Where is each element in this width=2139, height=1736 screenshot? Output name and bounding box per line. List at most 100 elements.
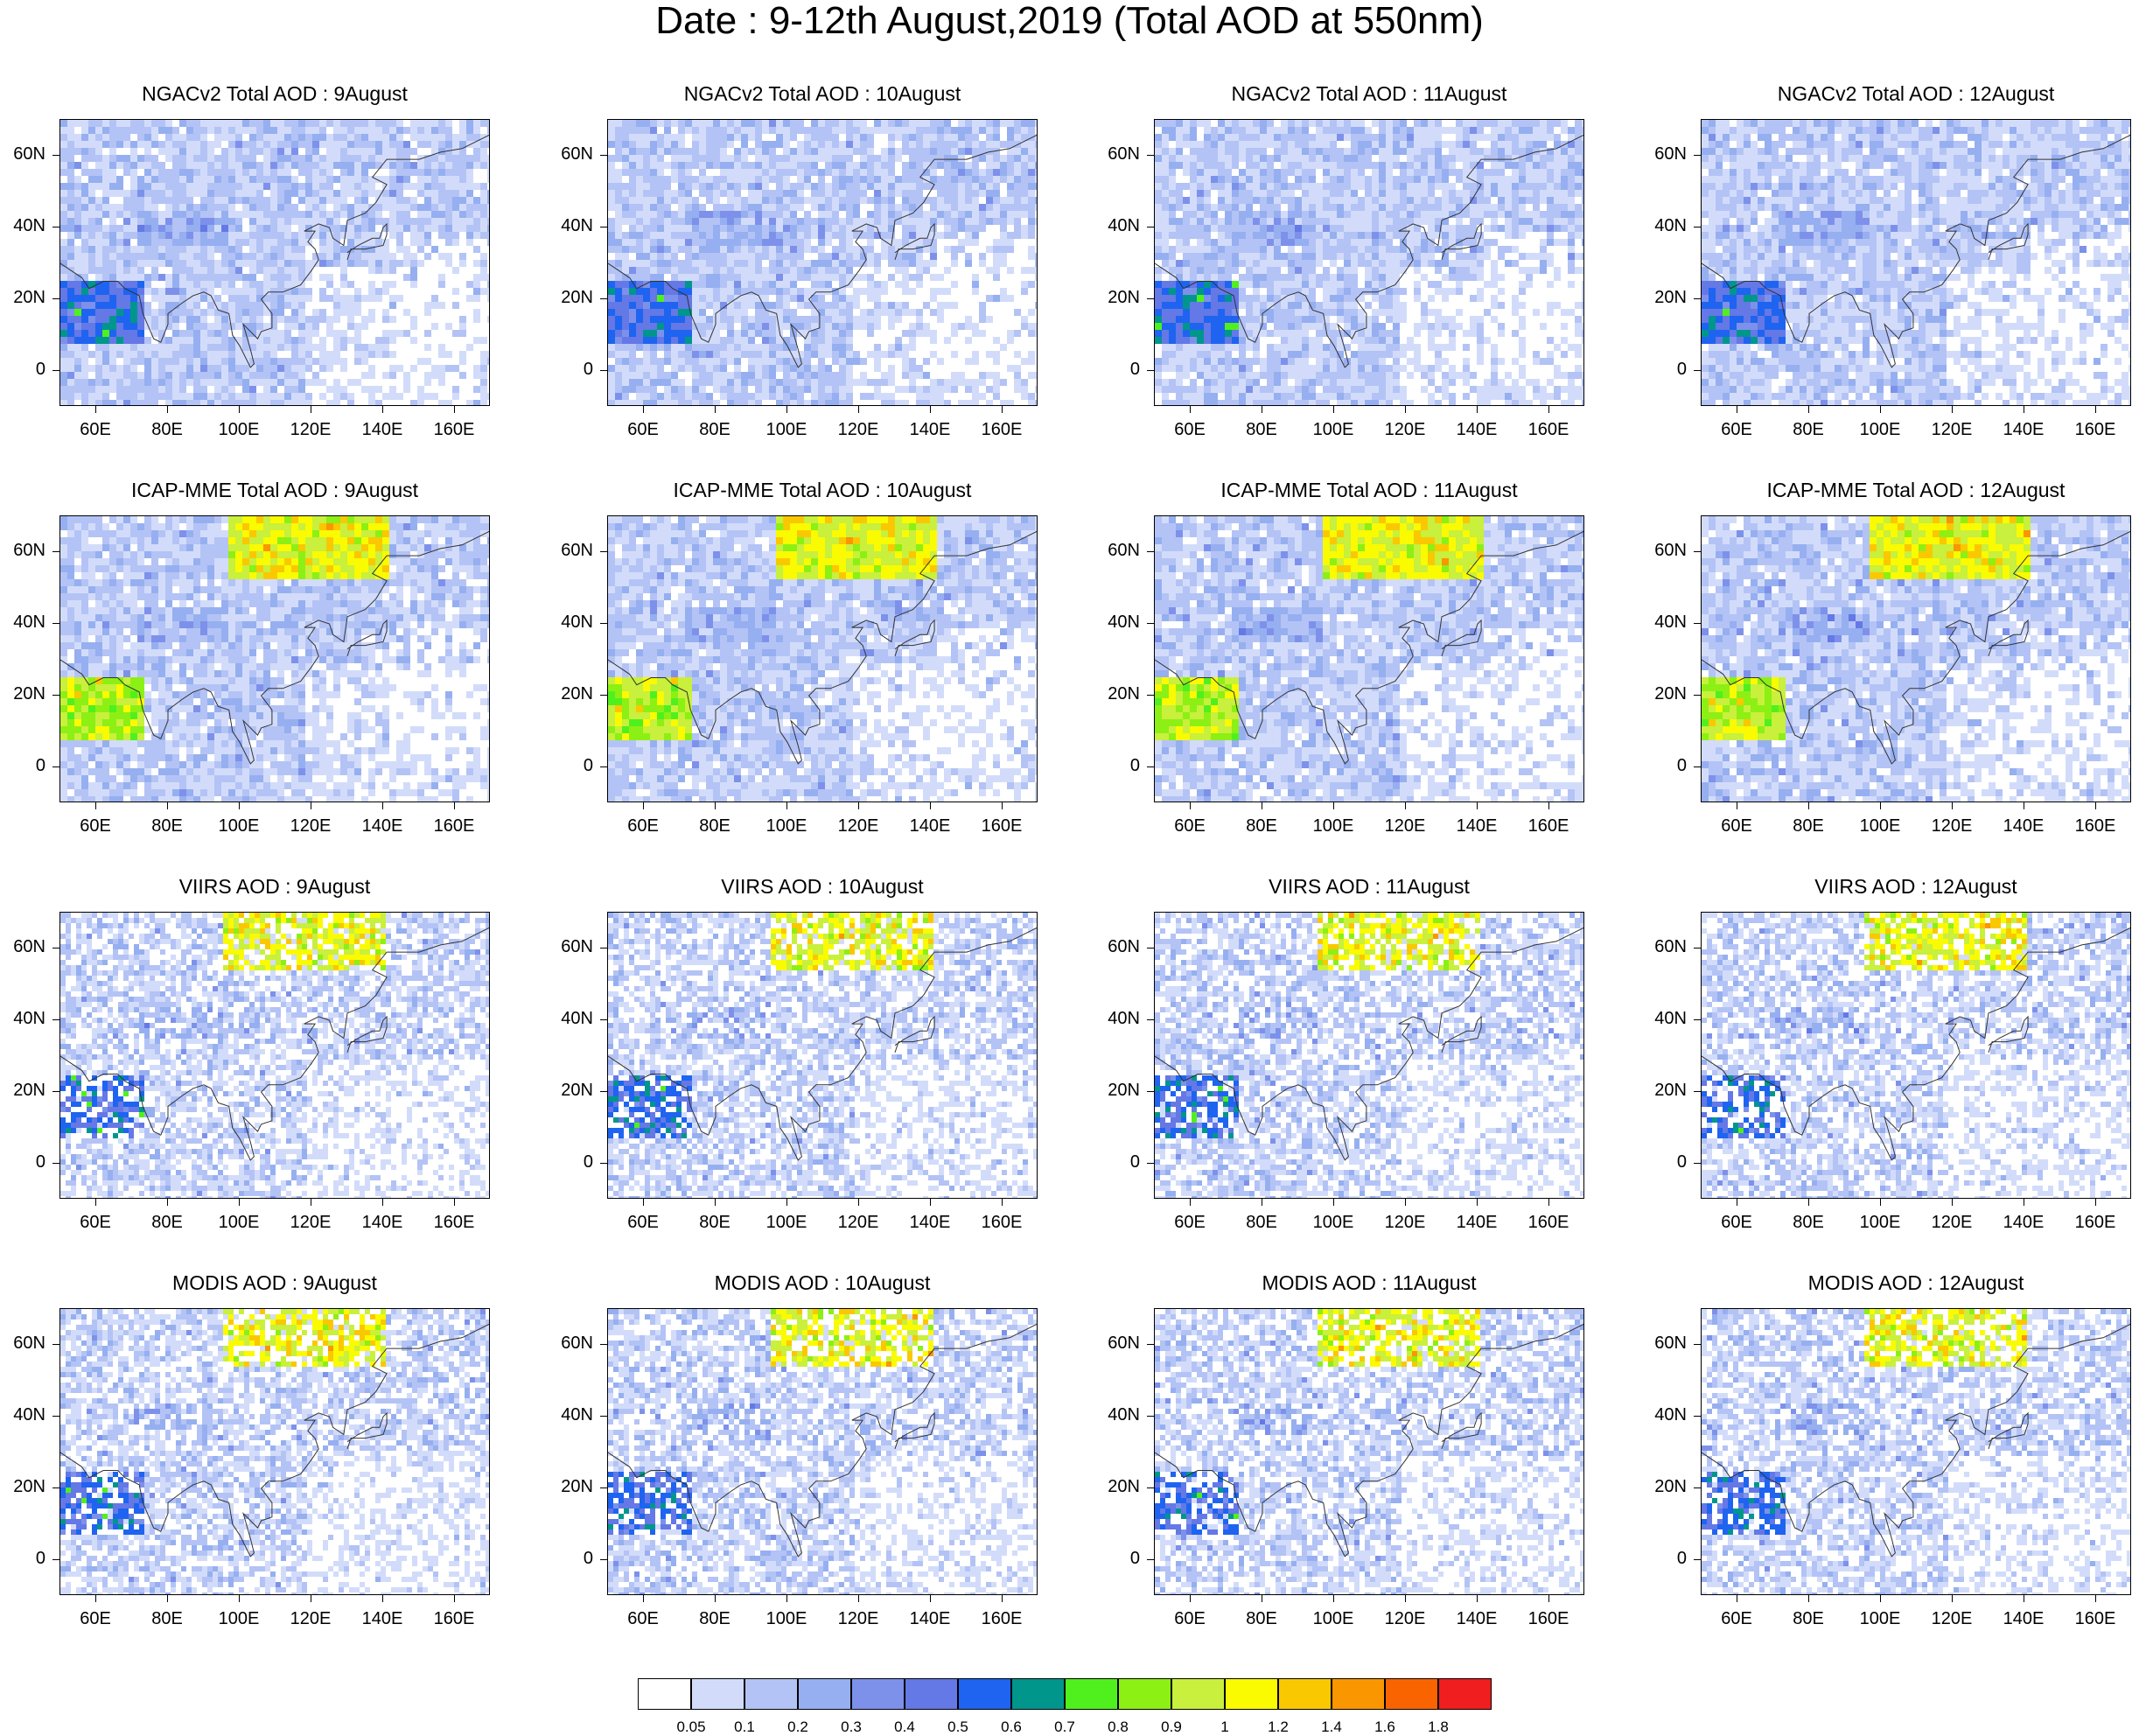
- longitude-label: 100E: [1849, 420, 1911, 440]
- longitude-label: 60E: [1706, 816, 1767, 836]
- longitude-label: 140E: [1993, 816, 2054, 836]
- longitude-tick: [715, 802, 716, 809]
- longitude-tick: [1002, 1595, 1003, 1602]
- longitude-label: 80E: [1231, 1609, 1292, 1629]
- longitude-label: 160E: [423, 1609, 485, 1629]
- longitude-tick: [1548, 1199, 1549, 1206]
- map-panel: [607, 1308, 1038, 1595]
- latitude-tick: [600, 623, 607, 624]
- panel-title: ICAP-MME Total AOD : 10August: [577, 479, 1067, 502]
- longitude-label: 60E: [612, 420, 674, 440]
- latitude-tick: [1694, 1559, 1701, 1560]
- latitude-tick: [52, 551, 59, 552]
- latitude-label: 0: [549, 1152, 593, 1172]
- longitude-label: 120E: [280, 1213, 341, 1233]
- longitude-tick: [858, 1595, 859, 1602]
- longitude-tick: [454, 406, 455, 413]
- latitude-tick: [600, 370, 607, 371]
- colorbar-swatch: [691, 1678, 744, 1710]
- latitude-tick: [1694, 1019, 1701, 1020]
- longitude-tick: [2095, 802, 2096, 809]
- latitude-label: 60N: [2, 937, 45, 957]
- longitude-label: 160E: [971, 1213, 1032, 1233]
- longitude-tick: [1952, 1595, 1953, 1602]
- longitude-label: 80E: [136, 420, 198, 440]
- longitude-label: 160E: [971, 816, 1032, 836]
- colorbar-swatch: [1118, 1678, 1171, 1710]
- longitude-tick: [858, 1199, 859, 1206]
- longitude-tick: [2095, 1199, 2096, 1206]
- longitude-label: 140E: [899, 1213, 961, 1233]
- colorbar-swatch: [1011, 1678, 1065, 1710]
- panel-title: VIIRS AOD : 9August: [30, 875, 520, 899]
- latitude-label: 0: [549, 360, 593, 380]
- latitude-tick: [600, 1019, 607, 1020]
- longitude-label: 80E: [684, 1213, 745, 1233]
- map-panel: [59, 912, 490, 1199]
- latitude-label: 60N: [1096, 1334, 1140, 1354]
- latitude-tick: [52, 695, 59, 696]
- latitude-tick: [1147, 551, 1154, 552]
- longitude-tick: [1808, 406, 1809, 413]
- latitude-label: 40N: [1643, 1009, 1687, 1029]
- latitude-label: 60N: [549, 144, 593, 164]
- map-panel: [1701, 1308, 2131, 1595]
- longitude-label: 80E: [1778, 1213, 1839, 1233]
- panel-title: NGACv2 Total AOD : 10August: [577, 82, 1067, 106]
- panel-title: MODIS AOD : 11August: [1124, 1271, 1614, 1295]
- longitude-label: 60E: [1159, 1609, 1220, 1629]
- aod-field: [60, 1309, 490, 1595]
- latitude-label: 60N: [549, 1334, 593, 1354]
- longitude-tick: [1952, 1199, 1953, 1206]
- latitude-label: 60N: [2, 541, 45, 561]
- figure-title: Date : 9-12th August,2019 (Total AOD at …: [0, 0, 2139, 42]
- longitude-label: 160E: [1518, 1213, 1579, 1233]
- longitude-tick: [95, 1595, 96, 1602]
- longitude-tick: [1002, 802, 1003, 809]
- latitude-label: 40N: [2, 1405, 45, 1425]
- longitude-tick: [1952, 406, 1953, 413]
- longitude-label: 100E: [1303, 1609, 1364, 1629]
- longitude-label: 80E: [1231, 420, 1292, 440]
- longitude-tick: [1190, 406, 1191, 413]
- latitude-label: 60N: [1096, 541, 1140, 561]
- latitude-label: 40N: [1096, 216, 1140, 236]
- longitude-label: 140E: [352, 420, 413, 440]
- colorbar-label: 1: [1203, 1718, 1247, 1736]
- longitude-tick: [95, 406, 96, 413]
- colorbar-swatch: [905, 1678, 958, 1710]
- longitude-tick: [643, 406, 644, 413]
- latitude-tick: [600, 695, 607, 696]
- longitude-tick: [643, 1199, 644, 1206]
- colorbar-swatch: [1171, 1678, 1225, 1710]
- longitude-tick: [95, 1199, 96, 1206]
- latitude-label: 0: [2, 360, 45, 380]
- longitude-label: 100E: [208, 420, 269, 440]
- latitude-tick: [1694, 1344, 1701, 1345]
- longitude-label: 100E: [756, 1609, 817, 1629]
- longitude-tick: [1190, 1595, 1191, 1602]
- latitude-tick: [1147, 766, 1154, 767]
- latitude-tick: [1694, 695, 1701, 696]
- longitude-label: 80E: [136, 1609, 198, 1629]
- colorbar-label: 0.9: [1150, 1718, 1193, 1736]
- longitude-tick: [1952, 802, 1953, 809]
- longitude-label: 60E: [1706, 1609, 1767, 1629]
- colorbar-label: 0.8: [1096, 1718, 1140, 1736]
- longitude-label: 60E: [612, 816, 674, 836]
- longitude-tick: [786, 1595, 787, 1602]
- longitude-label: 160E: [2065, 1213, 2126, 1233]
- longitude-tick: [1477, 406, 1478, 413]
- longitude-label: 160E: [2065, 816, 2126, 836]
- longitude-tick: [1477, 1199, 1478, 1206]
- longitude-tick: [715, 1199, 716, 1206]
- longitude-label: 120E: [828, 1609, 889, 1629]
- longitude-tick: [167, 1595, 168, 1602]
- aod-field: [1155, 1309, 1584, 1595]
- longitude-label: 120E: [1921, 816, 1982, 836]
- latitude-tick: [600, 1416, 607, 1417]
- latitude-label: 40N: [1643, 216, 1687, 236]
- map-panel: [1701, 119, 2131, 406]
- colorbar-swatch: [958, 1678, 1011, 1710]
- longitude-tick: [1333, 406, 1334, 413]
